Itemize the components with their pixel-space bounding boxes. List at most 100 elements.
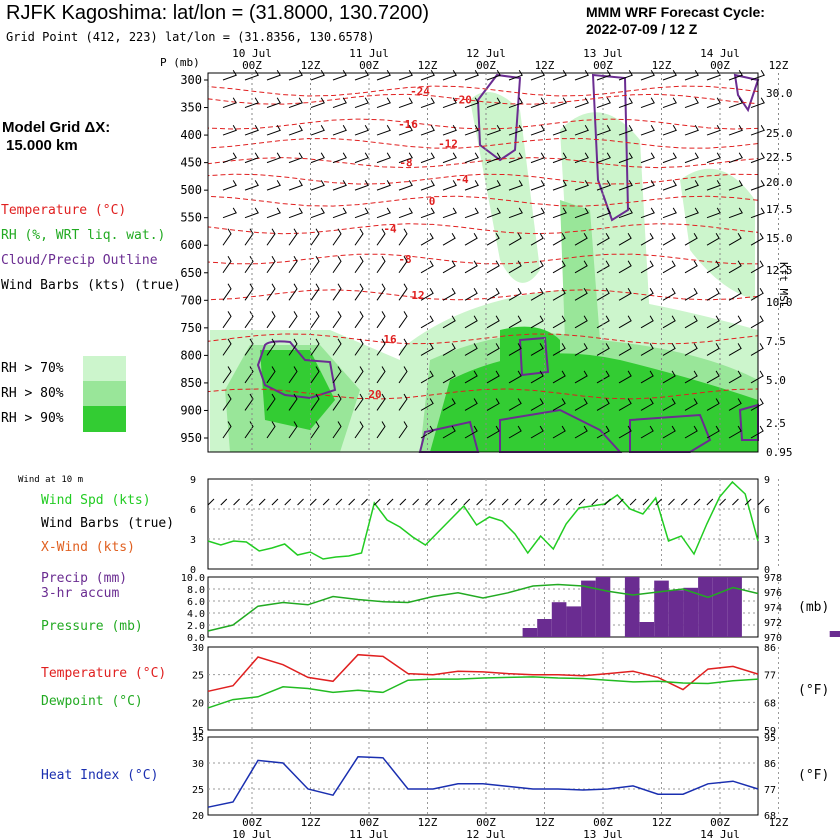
wind-barb [398,366,408,384]
wind-barb [728,152,743,164]
surface-wind-barb [514,498,522,506]
bottom-time-label: 12Z [418,816,438,829]
surface-wind-barb [309,498,317,506]
precip-bar-0 [522,628,538,637]
precip-bar-8 [654,580,669,637]
wind-barb [266,207,281,219]
wind-barb [706,398,720,411]
wind-ytick-right: 3 [764,535,770,546]
wind-barb [750,69,765,81]
wind-barb [508,125,523,136]
wind-barb [728,315,742,329]
surface-wind-barb [335,498,343,506]
wind-barb [354,207,369,219]
wind-barb [310,207,325,219]
wind-barb [728,207,743,219]
surface-wind-barb [527,498,535,506]
pressure-tick: 850 [180,376,202,390]
wind-barb [486,69,501,81]
wind-barb [486,370,500,384]
surface-wind-barb [668,498,675,506]
wind-barb [508,180,523,191]
kft-tick: 2.5 [766,417,786,430]
precip-ytick: 10.0 [181,573,205,584]
isotherm-label-8: -8 [398,253,411,266]
wind-barb [552,315,566,329]
temp-ctick: 25 [192,671,204,682]
wind-barb [464,288,478,301]
isotherm-10 [207,333,759,345]
wind-barb [486,315,500,329]
wind-ytick-right: 0 [764,565,770,576]
wind-barb [464,207,479,219]
wind-barb [574,69,589,81]
wind-ytick-right: 6 [764,505,770,516]
surface-wind-barb [565,498,573,506]
top-time-label: 12Z [769,59,789,72]
wind-barb [398,311,408,329]
surface-wind-barb [706,498,714,506]
wind-barb [464,315,478,329]
top-time-label: 00Z [710,59,730,72]
wind-barb [596,398,610,411]
wind-barb [244,311,254,329]
wind-barb [266,283,276,301]
wind-barb [662,97,677,109]
wind-barb [530,370,544,384]
heat-ftick: 77 [764,785,776,796]
wind-barb [464,232,478,246]
wind-barb [706,315,720,329]
wind-barb [222,69,237,81]
pressure-ytick: 976 [764,588,782,599]
wind-barb [728,398,742,411]
wind-barb [464,343,478,356]
isotherm-0 [207,85,759,97]
wind-barb [310,366,320,384]
wind-barb [596,370,610,384]
wind-barb [662,343,676,356]
heat-ctick: 25 [192,785,204,796]
wind-barb [376,97,391,109]
surface-wind-barb [655,498,663,506]
wind-barb [706,343,720,356]
wind-barb [574,97,589,109]
wind-barb [574,370,588,384]
wind-barb [596,232,610,246]
wind-barb [618,260,632,274]
heat-ctick: 35 [192,733,204,744]
temp-ftick: 59 [764,726,776,737]
surface-wind-barb [463,498,471,506]
label-temperature: Temperature (°C) [41,666,167,681]
wind-barb [398,283,408,301]
wind-barb [222,180,237,191]
wind-barb [464,370,478,384]
wind-barb [442,315,456,329]
wind-barb [222,311,232,329]
wind-barb [750,152,765,164]
label-precip: Precip (mm) [41,571,128,586]
wind-barb [530,260,544,274]
wind-barb [266,256,276,274]
wind-panel-frame [207,478,759,570]
dewpoint-line [207,676,759,709]
wind-barb [684,69,699,81]
wind-barb [574,315,588,329]
label-wind-speed: Wind Spd (kts) [41,493,151,508]
wind-barb [552,232,566,246]
surface-wind-barb [233,498,240,506]
wind-barb [442,97,457,109]
wind-barb [266,338,276,356]
wind-barb [574,343,588,356]
top-time-label: 00Z [242,59,262,72]
wind-barb [442,260,456,274]
wind-barb [288,207,303,219]
kft-tick: 30.0 [766,87,793,100]
wind-barb [332,125,347,136]
kft-tick: 15.0 [766,232,793,245]
wind-barb [310,69,325,81]
precip-bar-5 [595,577,611,637]
rh-area-2 [680,168,755,300]
cloud-outline-5 [499,408,623,453]
wind-barb [662,315,676,329]
wind-barb [618,69,633,81]
